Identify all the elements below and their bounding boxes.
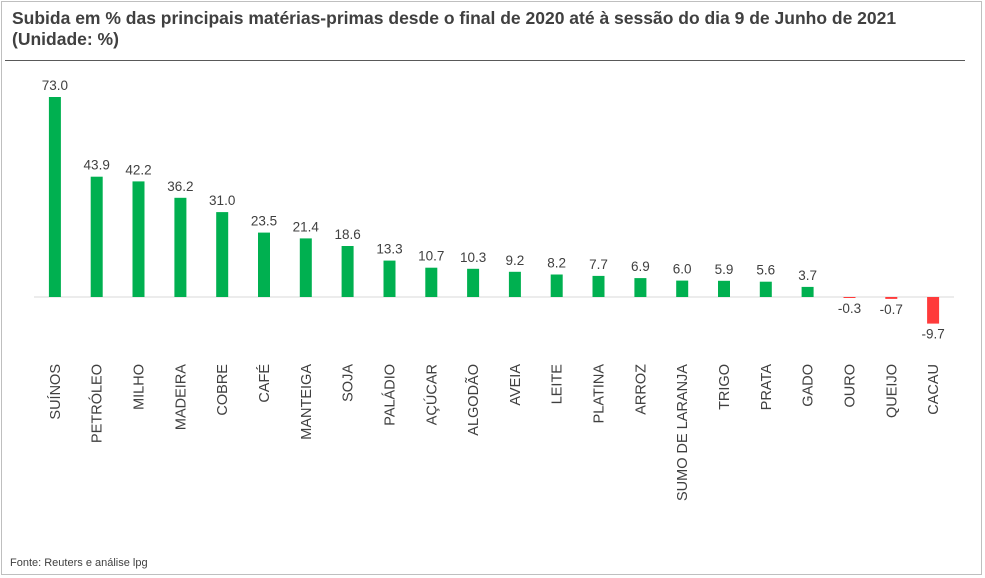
bar-19 <box>801 286 814 297</box>
category-label-22: CACAU <box>926 364 942 415</box>
bar-5 <box>216 212 229 297</box>
category-label-18: PRATA <box>759 364 775 411</box>
value-label-16: 6.0 <box>673 262 692 277</box>
value-label-7: 21.4 <box>293 219 320 234</box>
chart-title: Subida em % das principais matérias-prim… <box>12 8 897 49</box>
bar-12 <box>508 271 521 297</box>
category-label-3: MILHO <box>132 364 148 410</box>
title-divider <box>5 60 965 61</box>
bar-11 <box>467 268 480 297</box>
source-note: Fonte: Reuters e análise lpg <box>10 557 148 569</box>
category-label-21: QUEIJO <box>884 364 900 418</box>
category-label-17: TRIGO <box>717 364 733 410</box>
value-label-15: 6.9 <box>631 259 650 274</box>
category-label-10: AÇÚCAR <box>423 364 440 425</box>
category-label-9: PALÁDIO <box>382 364 399 426</box>
bar-7 <box>299 238 312 297</box>
value-label-10: 10.7 <box>418 249 444 264</box>
value-label-12: 9.2 <box>506 253 525 268</box>
bar-10 <box>425 267 438 297</box>
value-label-9: 13.3 <box>376 242 402 257</box>
bar-6 <box>258 232 270 297</box>
bar-2 <box>90 176 103 297</box>
category-label-6: CAFÉ <box>256 364 273 403</box>
bar-20 <box>843 297 856 298</box>
category-label-8: SOJA <box>341 364 357 402</box>
category-label-7: MANTEIGA <box>299 364 315 440</box>
value-label-20: -0.3 <box>838 301 861 316</box>
category-label-5: COBRE <box>215 364 231 416</box>
value-label-6: 23.5 <box>251 214 277 229</box>
bar-4 <box>174 197 187 297</box>
value-label-14: 7.7 <box>589 257 608 272</box>
category-label-15: ARROZ <box>633 364 649 415</box>
value-label-3: 42.2 <box>125 162 151 177</box>
bar-13 <box>550 274 563 297</box>
bar-22 <box>927 297 940 324</box>
value-label-18: 5.6 <box>756 263 775 278</box>
bar-16 <box>676 280 689 297</box>
value-labels-group: 73.0 43.9 42.2 36.2 31.0 23.5 21.4 18.6 13.3 10.7… <box>42 78 945 342</box>
value-label-22: -9.7 <box>921 327 944 342</box>
category-label-19: GADO <box>801 364 817 407</box>
value-label-13: 8.2 <box>547 256 566 271</box>
category-label-16: SUMO DE LARANJA <box>675 364 691 501</box>
value-label-19: 3.7 <box>798 268 817 283</box>
bar-15 <box>634 278 647 297</box>
category-labels-group: SUÍNOS PETRÓLEO MILHO MADEIRA COBRE CAFÉ MANTE… <box>47 364 942 501</box>
category-label-12: AVEIA <box>508 364 524 406</box>
bar-9 <box>383 260 396 297</box>
category-label-13: LEITE <box>550 364 566 405</box>
value-label-5: 31.0 <box>209 193 235 208</box>
value-label-8: 18.6 <box>334 227 360 242</box>
bar-1 <box>48 97 61 297</box>
category-label-20: OURO <box>843 364 859 408</box>
bar-21 <box>885 297 898 299</box>
bar-8 <box>341 246 354 297</box>
value-label-4: 36.2 <box>167 179 193 194</box>
value-label-17: 5.9 <box>715 262 734 277</box>
category-label-4: MADEIRA <box>173 364 189 430</box>
value-label-11: 10.3 <box>460 250 486 265</box>
category-label-11: ALGODÃO <box>465 364 482 436</box>
value-label-1: 73.0 <box>42 78 68 93</box>
value-label-21: -0.7 <box>880 302 903 317</box>
bars-group <box>48 97 940 324</box>
bar-14 <box>592 275 605 297</box>
category-label-2: PETRÓLEO <box>89 364 106 443</box>
category-label-14: PLATINA <box>592 364 608 424</box>
category-label-1: SUÍNOS <box>47 364 64 420</box>
bar-17 <box>718 280 730 297</box>
bar-18 <box>759 281 772 297</box>
bar-3 <box>132 181 145 297</box>
value-label-2: 43.9 <box>84 158 110 173</box>
